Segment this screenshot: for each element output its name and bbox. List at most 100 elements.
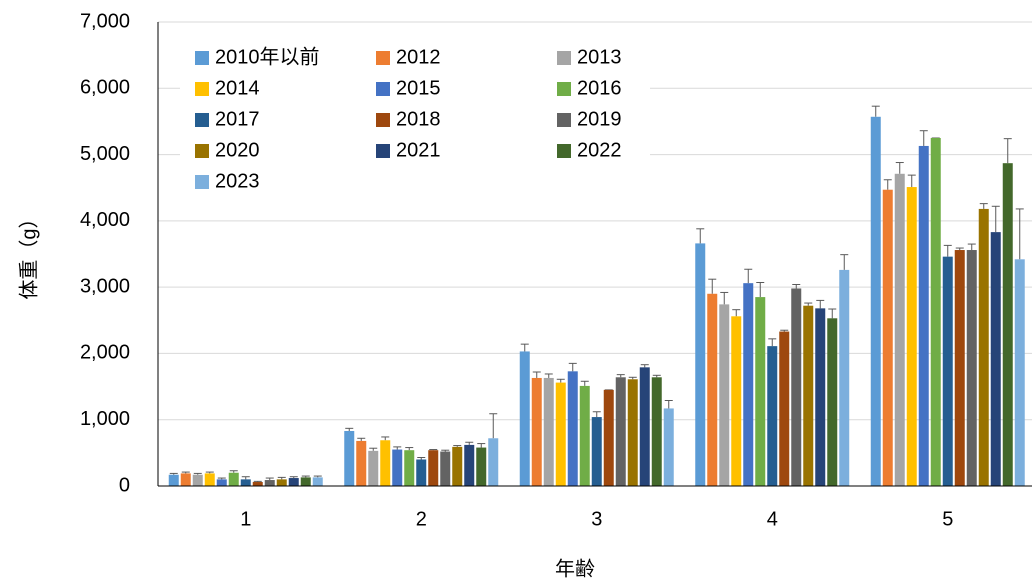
legend-label: 2010年以前 <box>215 45 320 68</box>
legend-background <box>180 40 650 201</box>
bar <box>767 346 778 486</box>
bar <box>216 479 227 486</box>
bar <box>228 472 239 486</box>
bar <box>476 447 487 486</box>
bar <box>579 385 590 486</box>
bar <box>954 250 965 486</box>
bar <box>344 430 355 486</box>
x-tick-label: 2 <box>416 508 427 530</box>
x-axis-label: 年齢 <box>555 557 595 580</box>
legend-swatch <box>557 51 571 65</box>
bar <box>603 389 614 486</box>
legend-label: 2017 <box>215 108 260 130</box>
bar <box>906 187 917 486</box>
bar <box>368 450 379 486</box>
bar <box>1002 163 1013 486</box>
y-axis-label: 体重（g） <box>17 208 40 299</box>
legend-swatch <box>557 144 571 158</box>
bar <box>312 477 323 486</box>
bar <box>416 459 427 486</box>
bar <box>882 189 893 486</box>
legend-swatch <box>376 82 390 96</box>
bar <box>990 232 1001 486</box>
y-tick-label: 6,000 <box>80 77 130 99</box>
bar <box>192 474 203 486</box>
legend-swatch <box>557 113 571 127</box>
legend-label: 2022 <box>577 139 622 161</box>
bar <box>627 379 638 486</box>
bar <box>300 477 311 486</box>
bar <box>839 269 850 486</box>
legend-swatch <box>195 51 209 65</box>
bar <box>276 479 287 486</box>
bar <box>204 473 215 486</box>
bar <box>894 173 905 486</box>
legend-swatch <box>195 144 209 158</box>
x-tick-label: 5 <box>942 508 953 530</box>
legend-label: 2012 <box>396 46 441 68</box>
bar <box>779 331 790 486</box>
bar <box>428 450 439 486</box>
bar <box>519 351 530 486</box>
legend-swatch <box>376 51 390 65</box>
y-tick-label: 4,000 <box>80 209 130 231</box>
bar <box>791 288 802 486</box>
bar <box>966 250 977 486</box>
bar <box>240 479 251 486</box>
bar <box>531 377 542 486</box>
x-tick-label: 1 <box>240 508 251 530</box>
bar <box>356 440 367 486</box>
y-tick-label: 3,000 <box>80 275 130 297</box>
legend-swatch <box>376 144 390 158</box>
bar <box>707 293 718 486</box>
bar <box>639 367 650 486</box>
legend-swatch <box>195 82 209 96</box>
legend-swatch <box>195 175 209 189</box>
bar <box>978 208 989 486</box>
bar <box>803 305 814 486</box>
bar <box>743 283 754 486</box>
bar <box>488 438 499 486</box>
bar <box>651 377 662 486</box>
x-tick-label: 3 <box>591 508 602 530</box>
bar <box>719 304 730 486</box>
bar <box>404 450 415 486</box>
legend-label: 2023 <box>215 170 260 192</box>
legend-label: 2015 <box>396 77 441 99</box>
bar <box>464 444 475 486</box>
legend-label: 2016 <box>577 77 622 99</box>
bar <box>555 382 566 486</box>
y-tick-label: 1,000 <box>80 408 130 430</box>
legend-label: 2014 <box>215 77 260 99</box>
y-tick-label: 5,000 <box>80 143 130 165</box>
y-tick-label: 2,000 <box>80 342 130 364</box>
bar <box>440 451 451 486</box>
legend-swatch <box>195 113 209 127</box>
legend-swatch <box>376 113 390 127</box>
bar <box>1014 259 1025 486</box>
bar <box>264 480 275 486</box>
x-tick-label: 4 <box>767 508 778 530</box>
legend-label: 2019 <box>577 108 622 130</box>
bar <box>695 243 706 486</box>
legend-label: 2021 <box>396 139 441 161</box>
bar <box>543 377 554 486</box>
bar <box>615 377 626 486</box>
bar <box>168 474 179 486</box>
bar <box>392 449 403 486</box>
y-tick-label: 0 <box>119 474 130 496</box>
legend-label: 2018 <box>396 108 441 130</box>
bar <box>591 417 602 486</box>
legend-swatch <box>557 82 571 96</box>
bar <box>942 256 953 486</box>
bar <box>755 297 766 486</box>
bar <box>815 308 826 486</box>
bar <box>252 482 263 486</box>
bar <box>731 316 742 486</box>
bar <box>380 440 391 486</box>
bar <box>663 408 674 486</box>
bar <box>567 371 578 486</box>
bar <box>870 116 881 486</box>
y-tick-label: 7,000 <box>80 10 130 32</box>
